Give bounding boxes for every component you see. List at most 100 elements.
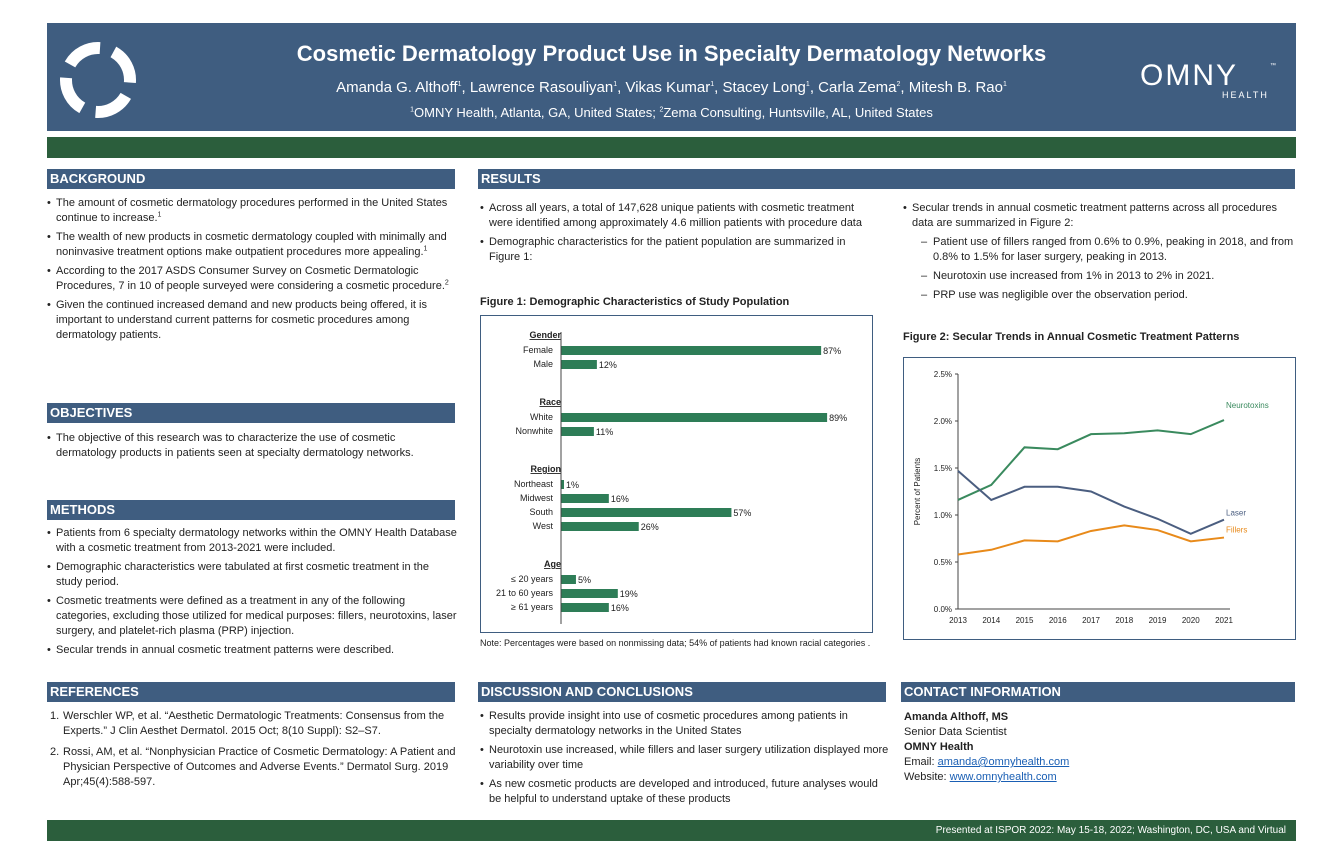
citation-number: 2 [444, 279, 449, 287]
contact-name: Amanda Althoff, MS [904, 711, 1009, 723]
figure2-title: Figure 2: Secular Trends in Annual Cosme… [903, 331, 1240, 343]
poster-header: Cosmetic Dermatology Product Use in Spec… [47, 23, 1296, 131]
x-tick-label: 0% [555, 631, 567, 632]
list-item: Demographic characteristics were tabulat… [47, 560, 457, 590]
x-tick-label: 2013 [949, 616, 967, 625]
category-label: Male [533, 359, 553, 369]
list-item-text: The amount of cosmetic dermatology proce… [56, 197, 448, 224]
list-item: Given the continued increased demand and… [47, 298, 457, 343]
category-label: ≥ 61 years [511, 602, 553, 612]
y-tick-label: 1.5% [934, 464, 952, 473]
poster-title: Cosmetic Dermatology Product Use in Spec… [296, 41, 1047, 66]
header-divider [47, 137, 1296, 158]
list-item: Results provide insight into use of cosm… [480, 709, 890, 739]
bar [561, 427, 594, 436]
list-item: Demographic characteristics for the pati… [480, 235, 874, 265]
x-tick-label: 70% [762, 631, 778, 632]
list-item: Across all years, a total of 147,628 uni… [480, 201, 874, 231]
author-name: Vikas Kumar [625, 79, 711, 96]
reference-item: 2. Rossi, AM, et al. “Nonphysician Practi… [47, 745, 459, 790]
x-tick-label: 2015 [1016, 616, 1034, 625]
x-tick-label: 2020 [1182, 616, 1200, 625]
affiliation-number: 2 [659, 106, 664, 114]
author-affiliation-number: 1 [805, 81, 810, 88]
website-link[interactable]: www.omnyhealth.com [949, 771, 1057, 783]
category-label: White [530, 412, 553, 422]
x-tick-label: 2017 [1082, 616, 1100, 625]
list-item: As new cosmetic products are developed a… [480, 777, 890, 807]
series-line [957, 524, 1225, 556]
citation-number: 1 [423, 245, 428, 253]
figure1-title: Figure 1: Demographic Characteristics of… [480, 296, 790, 308]
list-item: According to the 2017 ASDS Consumer Surv… [47, 264, 457, 294]
author-name: Carla Zema [818, 79, 897, 96]
data-label: 89% [829, 413, 847, 423]
bar [561, 480, 564, 489]
data-label: 12% [599, 360, 617, 370]
contact-org: OMNY Health [904, 741, 974, 753]
affiliation-number: 1 [410, 106, 414, 114]
bar [561, 589, 618, 598]
series-label: Fillers [1226, 526, 1247, 535]
figure1-box: Gender Female 87% Male 12% Race White 89% Nonwhi… [480, 315, 873, 658]
data-label: 11% [596, 427, 613, 437]
x-tick-label: 2018 [1115, 616, 1133, 625]
author-affiliation-number: 1 [710, 81, 715, 88]
category-label: Northeast [514, 479, 554, 489]
x-tick-label: 60% [732, 631, 748, 632]
bar [561, 522, 639, 531]
author-affiliation-number: 1 [457, 81, 462, 88]
logo-subtext: HEALTH [1222, 90, 1269, 100]
reference-item: 1. Werschler WP, et al. “Aesthetic Dermat… [47, 709, 459, 739]
author-affiliation-number: 2 [896, 81, 901, 88]
author-name: Mitesh B. Rao [908, 79, 1003, 96]
group-label: Gender [529, 330, 561, 340]
results-list-left: Across all years, a total of 147,628 uni… [480, 201, 874, 269]
citation-number: 1 [157, 211, 162, 219]
affiliations: 1OMNY Health, Atlanta, GA, United States… [47, 105, 1296, 120]
figure2-box: 0.0% 0.5% 1.0% 1.5% 2.0% 2.5% 2013 2014 2015 2016… [903, 357, 1296, 640]
references-heading: REFERENCES [47, 682, 455, 702]
email-link[interactable]: amanda@omnyhealth.com [937, 756, 1070, 768]
omny-health-logo: OMNY ™ HEALTH [1140, 59, 1276, 100]
category-label: South [529, 507, 553, 517]
results-list-right: Secular trends in annual cosmetic treatm… [903, 201, 1295, 307]
contact-heading: CONTACT INFORMATION [901, 682, 1295, 702]
author-affiliation-number: 1 [1002, 81, 1007, 88]
category-label: West [533, 521, 554, 531]
author-list: Amanda G. Althoff1, Lawrence Rasouliyan1… [336, 79, 1007, 96]
x-tick-label: 30% [643, 631, 659, 632]
x-tick-label: 2019 [1149, 616, 1167, 625]
x-tick-label: 2021 [1215, 616, 1233, 625]
data-label: 57% [733, 508, 751, 518]
category-label: Midwest [520, 493, 554, 503]
x-tick-label: 10% [583, 631, 599, 632]
y-tick-label: 0.5% [934, 558, 952, 567]
x-tick-label: 2016 [1049, 616, 1067, 625]
email-label: Email: [904, 756, 935, 768]
y-axis-label: Percent of Patients [913, 458, 922, 526]
contact-role: Senior Data Scientist [904, 726, 1007, 738]
methods-heading: METHODS [47, 500, 455, 520]
bar [561, 575, 576, 584]
contact-website-row: Website: www.omnyhealth.com [904, 770, 1294, 785]
author-name: Stacey Long [722, 79, 806, 96]
list-item: Secular trends in annual cosmetic treatm… [47, 643, 457, 658]
x-tick-label: 50% [702, 631, 718, 632]
author-name: Lawrence Rasouliyan [469, 79, 614, 96]
series-label: Neurotoxins [1226, 401, 1269, 410]
data-label: 26% [641, 522, 659, 532]
list-item: Cosmetic treatments were defined as a tr… [47, 594, 457, 639]
category-label: Nonwhite [515, 426, 553, 436]
x-tick-label: 90% [822, 631, 838, 632]
reference-text: Werschler WP, et al. “Aesthetic Dermatol… [63, 710, 445, 737]
list-item: The amount of cosmetic dermatology proce… [47, 196, 457, 226]
list-subitem: Neurotoxin use increased from 1% in 2013… [903, 269, 1295, 284]
x-tick-label: 100% [850, 631, 870, 632]
series-line [957, 419, 1225, 501]
list-item-text: According to the 2017 ASDS Consumer Surv… [56, 265, 445, 292]
x-tick-label: 2014 [982, 616, 1000, 625]
logo-tm: ™ [1270, 62, 1276, 69]
objectives-list: The objective of this research was to ch… [47, 431, 457, 465]
list-subitem: Patient use of fillers ranged from 0.6% … [903, 235, 1295, 265]
